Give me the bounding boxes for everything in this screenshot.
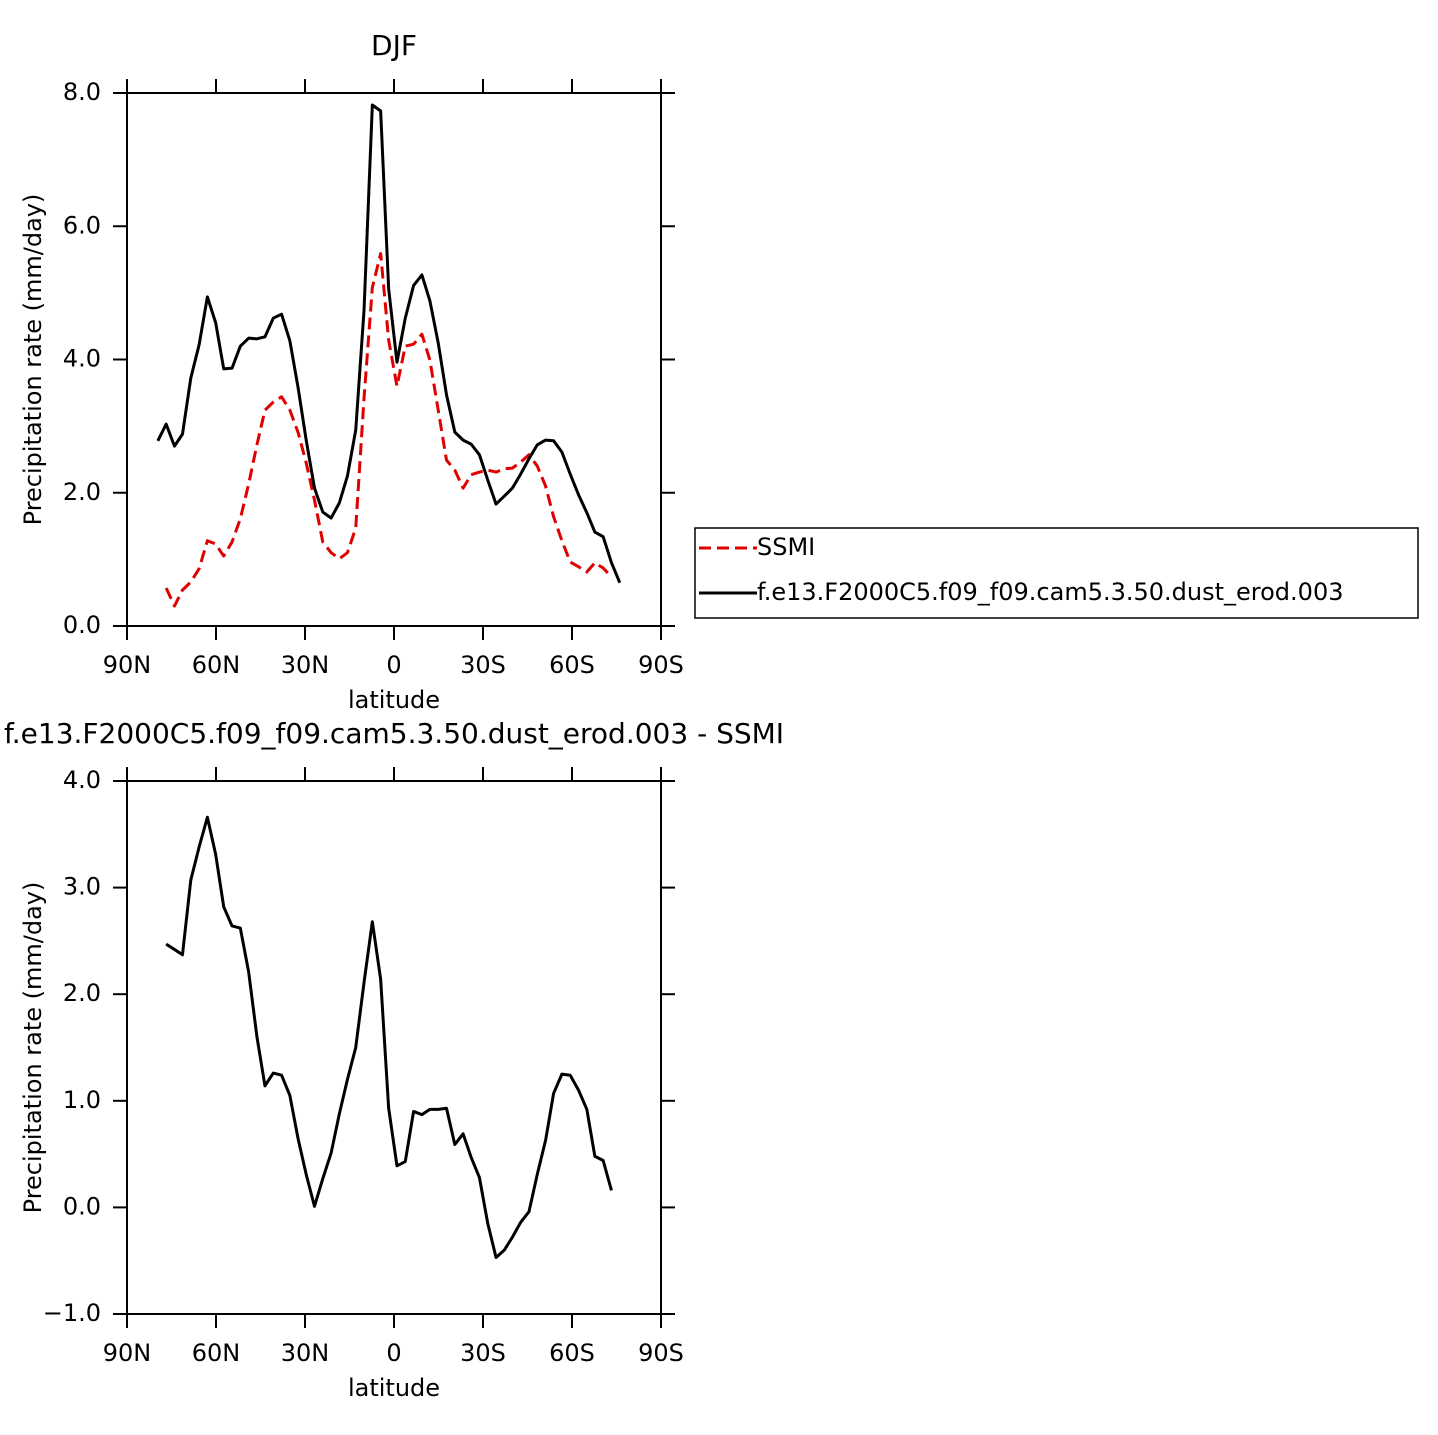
legend-box (694, 527, 1419, 619)
y-tick-label: 4.0 (63, 766, 101, 794)
y-axis-label: Precipitation rate (mm/day) (19, 194, 47, 526)
y-tick-label: 1.0 (63, 1086, 101, 1114)
legend-label: SSMI (757, 533, 815, 561)
x-tick-label: 90S (638, 651, 684, 679)
x-tick-label: 60N (192, 1339, 241, 1367)
chart-title: DJF (371, 29, 417, 62)
y-tick-label: 6.0 (63, 211, 101, 239)
plot-frame (126, 92, 662, 627)
x-axis-label: latitude (348, 1374, 440, 1402)
x-tick-label: 30N (281, 651, 330, 679)
x-tick-label: 90N (103, 651, 152, 679)
y-tick-label: 2.0 (63, 979, 101, 1007)
x-axis-label: latitude (348, 686, 440, 714)
chart-title: f.e13.F2000C5.f09_f09.cam5.3.50.dust_ero… (4, 717, 784, 750)
x-tick-label: 0 (386, 651, 401, 679)
y-tick-label: 0.0 (63, 1192, 101, 1220)
series-line (164, 252, 613, 608)
x-tick-label: 30N (281, 1339, 330, 1367)
x-tick-label: 30S (460, 651, 506, 679)
y-tick-label: 2.0 (63, 478, 101, 506)
x-tick-label: 90S (638, 1339, 684, 1367)
series-line (156, 103, 622, 584)
plot-frame (126, 780, 662, 1315)
y-axis-label: Precipitation rate (mm/day) (19, 882, 47, 1214)
y-tick-label: 4.0 (63, 345, 101, 373)
legend-label: f.e13.F2000C5.f09_f09.cam5.3.50.dust_ero… (757, 578, 1343, 606)
y-tick-label: 8.0 (63, 78, 101, 106)
legend: SSMI f.e13.F2000C5.f09_f09.cam5.3.50.dust… (694, 527, 1419, 619)
x-tick-label: 60N (192, 651, 241, 679)
y-tick-label: 0.0 (63, 611, 101, 639)
series-line (165, 815, 613, 1259)
x-tick-label: 60S (549, 1339, 595, 1367)
x-tick-label: 90N (103, 1339, 152, 1367)
x-tick-label: 0 (386, 1339, 401, 1367)
x-tick-label: 60S (549, 651, 595, 679)
y-tick-label: 3.0 (63, 873, 101, 901)
y-tick-label: −1.0 (43, 1299, 101, 1327)
x-tick-label: 30S (460, 1339, 506, 1367)
